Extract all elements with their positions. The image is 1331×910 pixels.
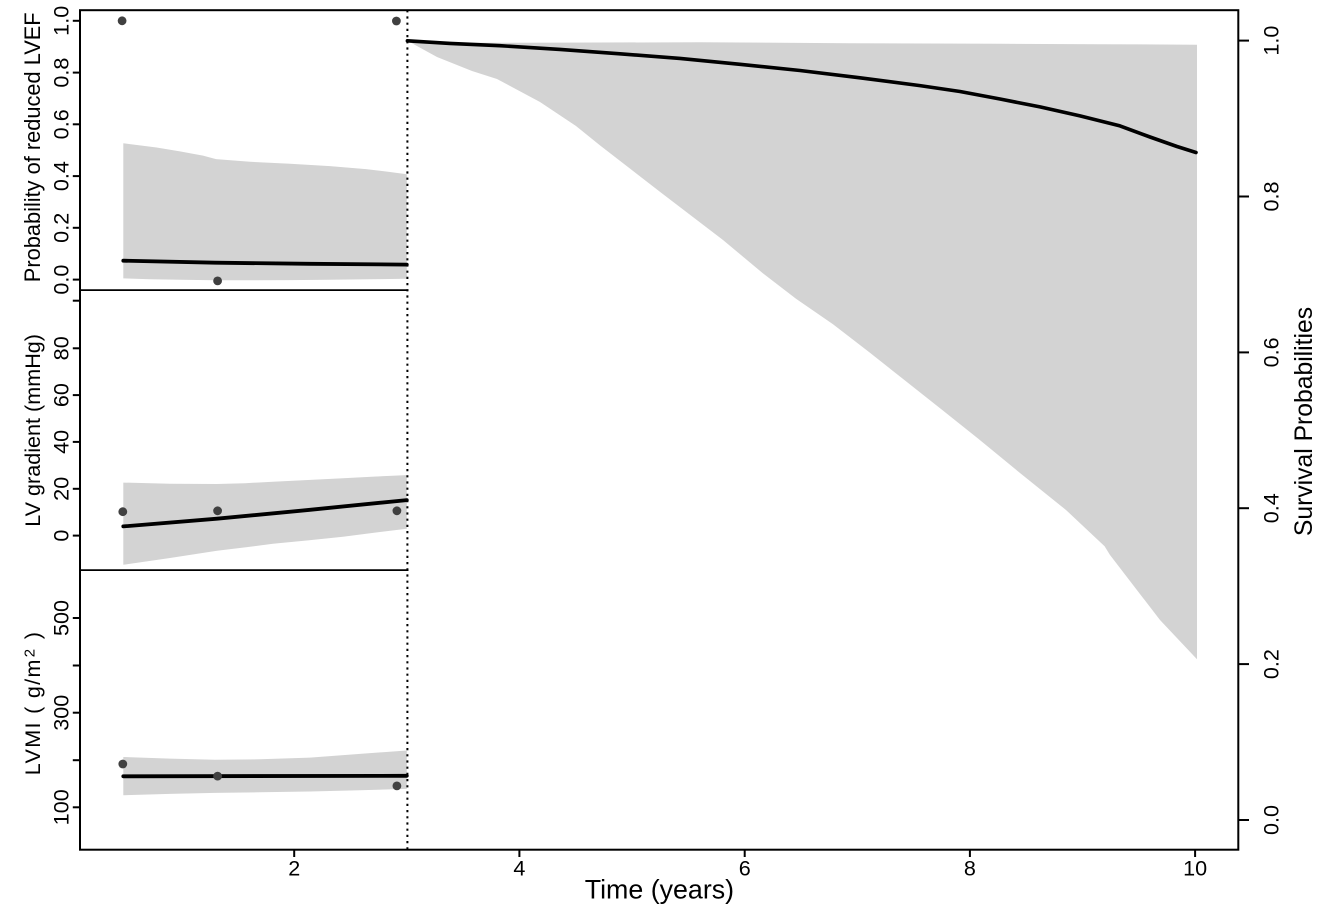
svg-text:60: 60 <box>49 383 74 407</box>
svg-text:8: 8 <box>964 856 976 881</box>
svg-text:1.0: 1.0 <box>49 6 74 36</box>
svg-text:0.6: 0.6 <box>49 109 74 139</box>
svg-text:40: 40 <box>49 430 74 454</box>
svg-text:6: 6 <box>739 856 751 881</box>
svg-text:100: 100 <box>49 789 74 825</box>
svg-text:10: 10 <box>1183 856 1207 881</box>
svg-text:0.4: 0.4 <box>49 161 74 191</box>
svg-text:500: 500 <box>49 600 74 636</box>
svg-text:LV gradient (mmHg): LV gradient (mmHg) <box>20 334 45 527</box>
svg-text:0.6: 0.6 <box>1259 337 1284 367</box>
svg-text:0.8: 0.8 <box>1259 181 1284 211</box>
svg-text:0.4: 0.4 <box>1259 493 1284 523</box>
svg-text:0.0: 0.0 <box>49 265 74 295</box>
svg-text:0.2: 0.2 <box>1259 649 1284 679</box>
svg-text:2: 2 <box>288 856 300 881</box>
svg-text:300: 300 <box>49 695 74 731</box>
svg-text:0.8: 0.8 <box>49 58 74 88</box>
svg-text:1.0: 1.0 <box>1259 26 1284 56</box>
svg-text:Time (years): Time (years) <box>585 875 734 905</box>
svg-text:Survival Probabilities: Survival Probabilities <box>1291 307 1318 536</box>
svg-text:0.2: 0.2 <box>49 213 74 243</box>
svg-text:20: 20 <box>49 477 74 501</box>
svg-text:Probability of reduced LVEF: Probability of reduced LVEF <box>20 12 45 282</box>
svg-text:4: 4 <box>513 856 525 881</box>
svg-text:0.0: 0.0 <box>1259 805 1284 835</box>
svg-text:80: 80 <box>49 336 74 360</box>
svg-text:0: 0 <box>49 530 74 542</box>
